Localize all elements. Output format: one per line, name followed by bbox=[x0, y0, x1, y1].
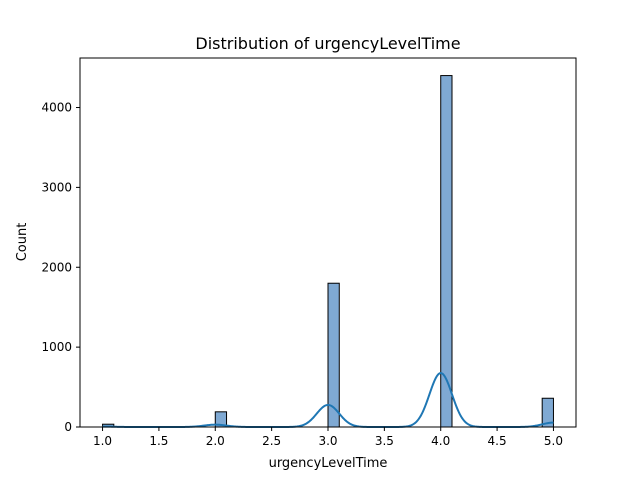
x-tick-label-2: 2.0 bbox=[206, 434, 225, 448]
x-tick-label-0: 1.0 bbox=[93, 434, 112, 448]
y-tick-label-0: 0 bbox=[64, 420, 72, 434]
x-axis-label: urgencyLevelTime bbox=[269, 456, 388, 471]
x-tick-label-7: 4.5 bbox=[488, 434, 507, 448]
bars-group bbox=[102, 75, 554, 428]
y-axis-label: Count bbox=[15, 223, 30, 262]
x-tick-label-1: 1.5 bbox=[149, 434, 168, 448]
y-tick-label-4: 4000 bbox=[41, 101, 72, 115]
x-tick-label-3: 2.5 bbox=[262, 434, 281, 448]
x-tick-label-5: 3.5 bbox=[375, 434, 394, 448]
y-tick-label-1: 1000 bbox=[41, 340, 72, 354]
x-tick-label-8: 5.0 bbox=[544, 434, 563, 448]
x-tick-label-6: 4.0 bbox=[431, 434, 450, 448]
chart-title: Distribution of urgencyLevelTime bbox=[195, 34, 460, 53]
x-tick-label-4: 3.0 bbox=[318, 434, 337, 448]
axes-group: 1.0 1.5 2.0 2.5 3.0 3.5 4.0 4.5 5.0 0 1000 2000 3000… bbox=[41, 57, 577, 448]
y-tick-label-2: 2000 bbox=[41, 260, 72, 274]
y-tick-label-3: 3000 bbox=[41, 180, 72, 194]
